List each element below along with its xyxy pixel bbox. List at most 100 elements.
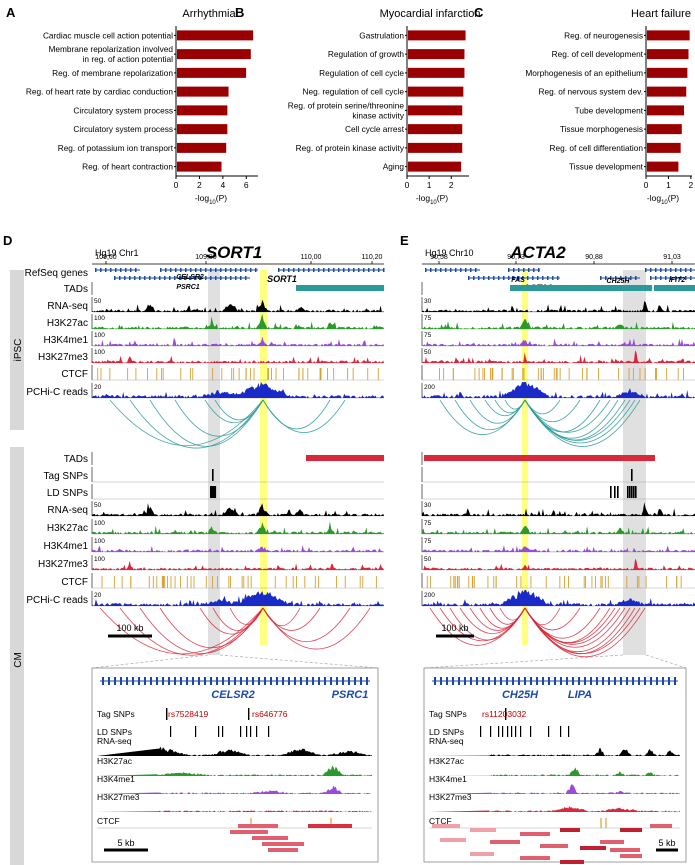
scale-label: 50	[424, 556, 432, 563]
exon	[264, 677, 266, 685]
exon	[240, 268, 242, 272]
exon	[175, 268, 177, 272]
track-label-k27me3: H3K27me3	[38, 559, 88, 570]
term-label: Membrane repolarization involved	[48, 44, 173, 54]
signal-k27me3	[92, 355, 384, 363]
exon	[333, 268, 335, 272]
panel-letter: A	[6, 5, 16, 20]
exon	[215, 276, 217, 280]
interaction-arc	[469, 399, 526, 424]
exon	[250, 268, 252, 272]
zoom-gene-label: CH25H	[502, 689, 539, 701]
exon	[174, 677, 176, 685]
zoom-track-label-tag: Tag SNPs	[429, 709, 467, 719]
signal-pchic	[422, 382, 695, 398]
exon	[600, 276, 602, 280]
x-tick-label: 2	[689, 180, 694, 190]
scale-label: 75	[424, 315, 432, 322]
snp-mark	[213, 486, 215, 498]
bar	[408, 161, 462, 172]
signal-k27ac	[92, 313, 384, 329]
exon	[129, 276, 131, 280]
bar	[647, 67, 688, 78]
exon	[132, 677, 134, 685]
exon	[470, 677, 472, 685]
scale-label: 30	[424, 298, 432, 305]
exon	[660, 276, 662, 280]
snp-mark	[614, 486, 616, 498]
snp-id: rs646776	[252, 709, 288, 719]
term-label: Tube development	[575, 105, 644, 115]
bar	[647, 124, 682, 135]
exon	[538, 268, 540, 272]
exon	[547, 276, 549, 280]
zoom-connector	[645, 654, 687, 669]
snp-mark	[568, 726, 570, 737]
tad-bar	[306, 455, 384, 461]
interaction-arc	[262, 607, 321, 631]
x-tick-label: 6	[244, 180, 249, 190]
snp-mark	[214, 486, 217, 498]
scale-bar-label: 100 kb	[116, 623, 143, 633]
exon	[225, 276, 227, 280]
snp-mark	[560, 726, 562, 737]
exon	[124, 276, 126, 280]
exon	[425, 268, 427, 272]
exon	[434, 677, 436, 685]
x-tick-label: 1	[427, 180, 432, 190]
exon	[554, 677, 556, 685]
exon	[283, 268, 285, 272]
snp-mark	[195, 726, 197, 737]
exon	[105, 268, 107, 272]
exon	[590, 677, 592, 685]
exon	[645, 268, 647, 272]
exon	[665, 268, 667, 272]
x-tick-label: 2	[449, 180, 454, 190]
scale-label: 100	[94, 520, 105, 527]
ruler-label: 110,00	[301, 254, 322, 261]
zoom-signal-rna	[429, 748, 680, 756]
zoom-track-label-ctcf: CTCF	[97, 816, 120, 826]
exon	[512, 677, 514, 685]
exon	[276, 677, 278, 685]
signal-k27me3	[422, 350, 695, 363]
interaction-segment	[600, 840, 624, 844]
bar	[647, 49, 689, 60]
interaction-arc	[262, 399, 346, 433]
signal-k4me1	[92, 545, 384, 552]
zoom-track-label-rna: RNA-seq	[97, 736, 132, 746]
exon	[180, 677, 182, 685]
exon	[252, 677, 254, 685]
exon	[578, 677, 580, 685]
interaction-segment	[252, 836, 288, 840]
snp-mark	[627, 486, 629, 498]
exon	[144, 677, 146, 685]
exon	[318, 268, 320, 272]
exon	[162, 677, 164, 685]
term-label: Tissue morphogenesis	[560, 124, 643, 134]
exon	[282, 677, 284, 685]
interaction-segment	[440, 838, 466, 842]
exon	[170, 268, 172, 272]
exon	[179, 276, 181, 280]
snp-mark	[635, 486, 637, 498]
snp-mark	[511, 726, 513, 737]
exon	[180, 268, 182, 272]
term-label: Tissue development	[569, 162, 644, 172]
exon	[270, 677, 272, 685]
exon	[180, 276, 182, 280]
bar	[177, 124, 228, 135]
gene-label: IFIT2	[669, 277, 685, 284]
bar	[177, 161, 222, 172]
exon	[494, 677, 496, 685]
zoom-track-label-k27ac: H3K27ac	[429, 756, 465, 766]
track-label-refseq: RefSeq genes	[25, 268, 88, 279]
exon	[220, 268, 222, 272]
exon	[204, 677, 206, 685]
locus-title: SORT1	[206, 243, 262, 262]
exon	[665, 276, 667, 280]
snp-mark	[631, 469, 633, 481]
interaction-arc	[524, 607, 621, 645]
exon	[690, 268, 692, 272]
exon	[230, 276, 232, 280]
